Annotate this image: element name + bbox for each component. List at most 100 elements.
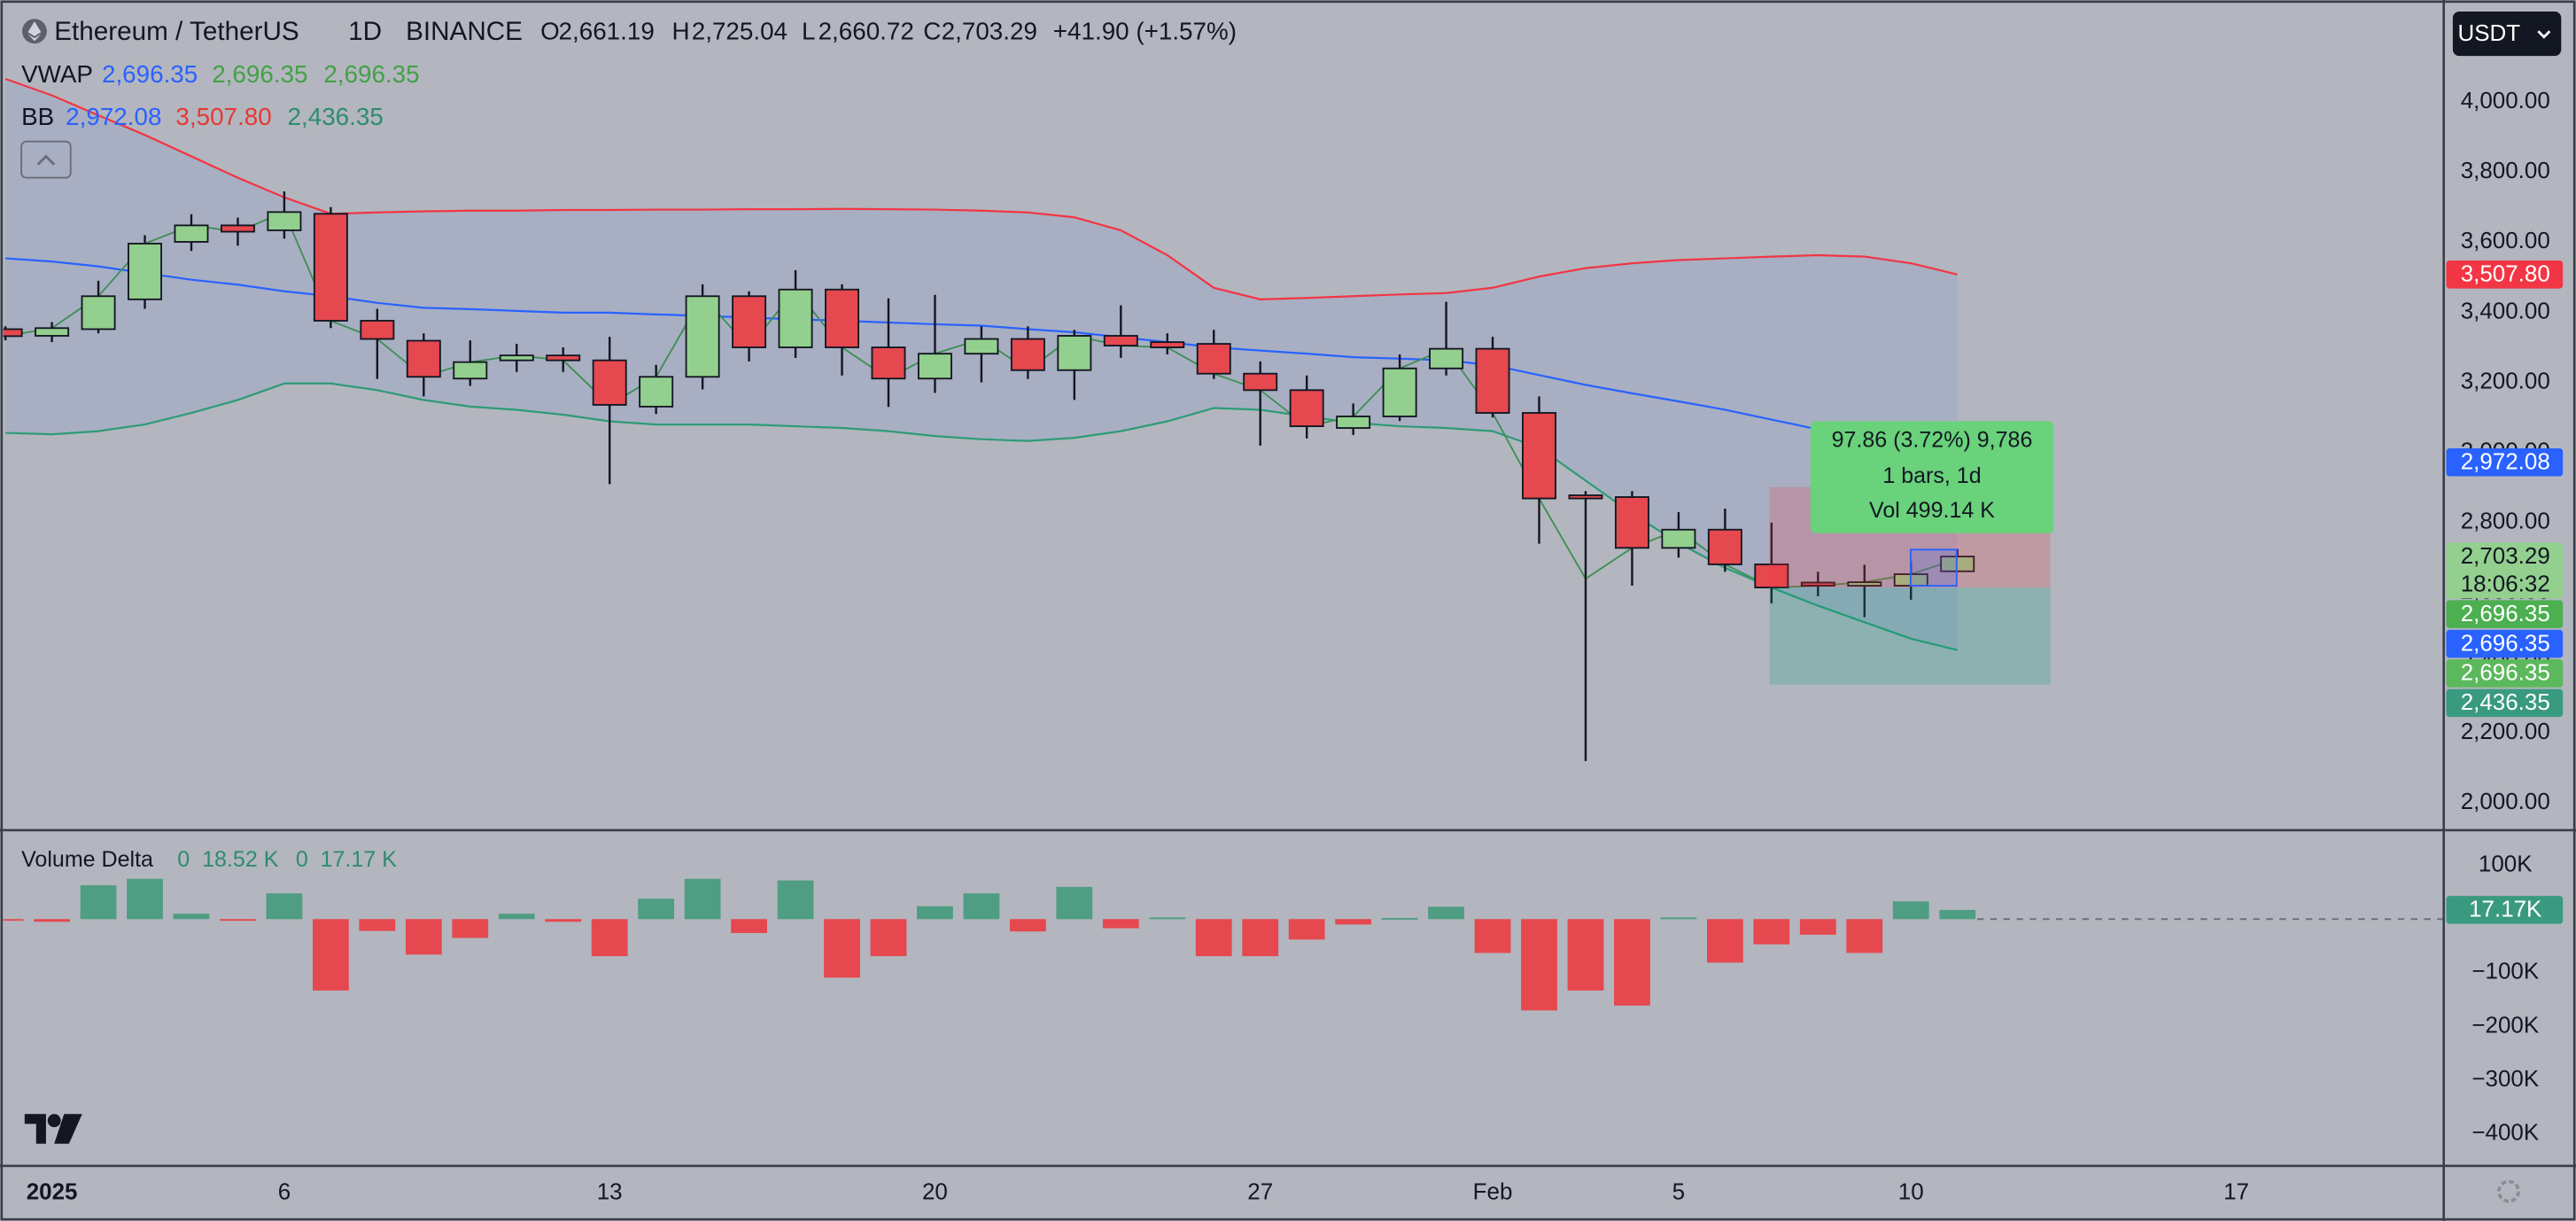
volume-delta-bar xyxy=(1149,917,1186,920)
ohlc-value: 2,661.19 xyxy=(559,17,655,44)
volume-delta-bar xyxy=(1753,919,1790,945)
collapse-button[interactable] xyxy=(20,140,72,179)
tv-logo-part xyxy=(24,1114,46,1144)
measure-volume: Vol 499.14 K xyxy=(1869,498,1995,523)
volume-delta-bar xyxy=(1009,919,1046,932)
price-tick-label: 3,200.00 xyxy=(2461,367,2550,393)
ohlc-key: O xyxy=(540,17,560,44)
measure-tool: 97.86 (3.72%) 9,786 1 bars, 1d Vol 499.1… xyxy=(1769,421,2054,685)
selection-highlight xyxy=(1909,548,1958,587)
candle-body xyxy=(1847,581,1882,587)
volume-delta-bar xyxy=(1939,909,1976,920)
measure-tooltip xyxy=(1810,421,2054,533)
time-tick-label: 2025 xyxy=(27,1178,78,1204)
candle-body xyxy=(592,359,627,406)
volume-tick-label: −300K xyxy=(2471,1065,2539,1092)
candle-body xyxy=(1661,528,1696,549)
price-tick-label: 4,000.00 xyxy=(2461,87,2550,113)
volume-tick-label: −200K xyxy=(2471,1011,2539,1038)
candle-body xyxy=(917,353,952,380)
interval: 1D xyxy=(348,17,382,46)
candle-body xyxy=(1243,372,1278,392)
measure-bars: 1 bars, 1d xyxy=(1882,463,1981,488)
candle-body xyxy=(1057,335,1092,371)
price-badge xyxy=(2446,629,2564,658)
vwap-label: VWAP xyxy=(21,60,93,88)
bb-label: BB xyxy=(21,103,54,130)
volume-delta-bar xyxy=(1660,917,1697,920)
volume-delta-bar xyxy=(963,893,1000,920)
candle-body xyxy=(732,295,767,348)
volume-delta-bar xyxy=(1567,919,1604,991)
volume-delta-bar xyxy=(684,878,721,920)
candle-body xyxy=(81,295,116,331)
candle-body xyxy=(1568,494,1603,500)
volume-delta-bar xyxy=(498,914,535,920)
volume-delta-bar xyxy=(591,919,628,957)
volume-delta-bar xyxy=(1335,919,1372,925)
volume-delta-bar xyxy=(1056,886,1093,920)
candle-body xyxy=(546,354,581,362)
volume-legend-value: 17.17 K xyxy=(321,847,398,872)
candle-body xyxy=(639,376,674,408)
price-tick-label: 2,200.00 xyxy=(2461,718,2550,744)
currency-chevron xyxy=(2537,30,2551,39)
volume-delta-bar xyxy=(1474,919,1511,953)
volume-delta-bar xyxy=(127,878,163,920)
price-badge-label: 2,972.08 xyxy=(2461,448,2550,475)
symbol: Ethereum / TetherUS xyxy=(54,17,299,46)
volume-delta-bar xyxy=(3,919,24,922)
candle-body xyxy=(453,361,488,380)
price-badge xyxy=(2446,261,2564,289)
tv-logo-part xyxy=(54,1114,82,1144)
candle-body xyxy=(174,224,209,243)
vwap-value: 2,696.35 xyxy=(323,60,419,88)
time-tick-label: 10 xyxy=(1898,1178,1924,1204)
time-tick-label: 6 xyxy=(278,1178,291,1204)
candle-body xyxy=(825,288,859,348)
candle-body xyxy=(1382,367,1417,417)
currency-button[interactable] xyxy=(2452,12,2562,57)
candle-body xyxy=(1336,416,1371,429)
vwap-value: 2,696.35 xyxy=(212,60,307,88)
candle-body xyxy=(128,243,162,300)
volume-delta-bar xyxy=(80,885,117,920)
volume-delta-bar xyxy=(1102,919,1139,929)
volume-delta-bar xyxy=(777,880,814,920)
candle-body xyxy=(3,328,23,338)
volume-pane xyxy=(3,878,2443,1011)
price-badge-label: 2,703.29 xyxy=(2461,542,2550,569)
measure-gain-zone xyxy=(1769,587,2051,685)
candle-body xyxy=(220,224,255,233)
volume-legend-value: 0 xyxy=(177,847,190,872)
volume-legend-value: 0 xyxy=(296,847,308,872)
volume-delta-bar xyxy=(1706,919,1743,963)
candle-body xyxy=(1800,581,1835,587)
candle-body xyxy=(1429,347,1464,369)
price-badge-label: 2,696.35 xyxy=(2461,629,2550,656)
time-tick-label: 17 xyxy=(2223,1178,2249,1204)
volume-tick-label: 100K xyxy=(2479,851,2533,877)
candle-body xyxy=(1196,343,1231,375)
collapse-icon xyxy=(36,154,56,166)
exchange: BINANCE xyxy=(406,17,523,46)
ohlc-key: H xyxy=(672,17,690,44)
candle-body xyxy=(1707,528,1742,565)
bb-value: 2,972.08 xyxy=(66,103,161,130)
candle-body xyxy=(1475,347,1510,414)
volume-delta-bar xyxy=(1288,919,1325,940)
volume-delta-bar xyxy=(1242,919,1279,957)
volume-legend-value: 18.52 K xyxy=(202,847,279,872)
price-badge-label: 17.17K xyxy=(2469,896,2542,922)
price-badge xyxy=(2446,896,2564,924)
price-badge-label: 2,436.35 xyxy=(2461,688,2550,715)
settings-icon[interactable] xyxy=(2496,1179,2520,1203)
price-badge-label: 2,696.35 xyxy=(2461,659,2550,686)
candle-body xyxy=(499,354,534,362)
price-tick-label: 3,600.00 xyxy=(2461,227,2550,253)
candle-body xyxy=(1103,335,1138,346)
candle-body xyxy=(360,320,395,340)
